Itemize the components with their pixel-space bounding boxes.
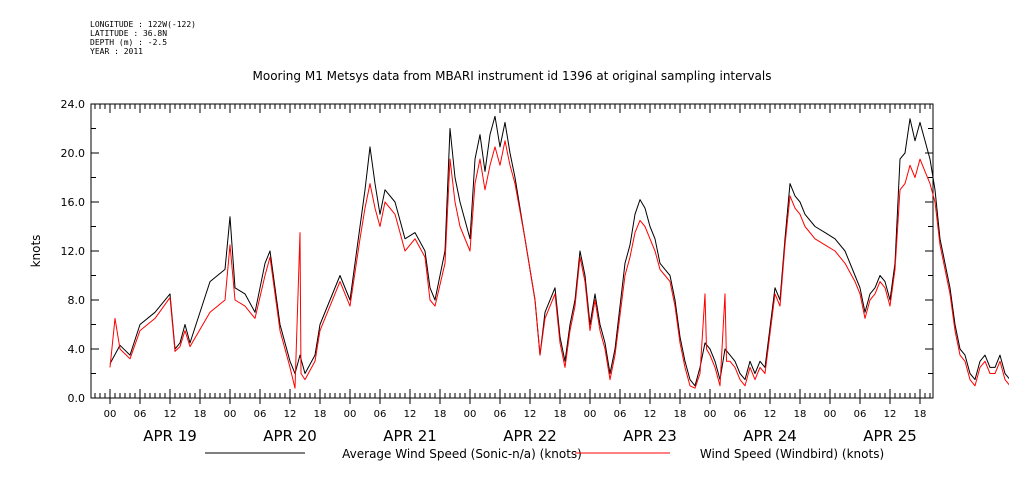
x-tick-label: 00 — [584, 409, 597, 420]
meta-year: YEAR : 2011 — [90, 47, 143, 56]
x-day-label: APR 19 — [143, 427, 197, 445]
x-tick-label: 00 — [224, 409, 237, 420]
legend-label: Wind Speed (Windbird) (knots) — [700, 447, 884, 461]
axis-ticks: 0.0 4.0 8.0 12.0 16.0 20.0 24.0 00 06 12 18 00 06 12 1… — [61, 98, 933, 445]
x-tick-label: 18 — [914, 409, 927, 420]
x-tick-label: 06 — [734, 409, 747, 420]
x-tick-label: 06 — [494, 409, 507, 420]
x-tick-label: 06 — [134, 409, 147, 420]
x-day-label: APR 25 — [863, 427, 917, 445]
series-lines — [109, 115, 1009, 389]
x-day-label: APR 22 — [503, 427, 557, 445]
x-tick-label: 06 — [374, 409, 387, 420]
x-tick-label: 06 — [854, 409, 867, 420]
x-tick-label: 12 — [404, 409, 417, 420]
x-tick-label: 18 — [794, 409, 807, 420]
meta-depth: DEPTH (m) : -2.5 — [90, 38, 168, 47]
x-tick-label: 00 — [344, 409, 357, 420]
x-tick-label: 18 — [314, 409, 327, 420]
meta-latitude: LATITUDE : 36.8N — [90, 29, 168, 38]
chart-title: Mooring M1 Metsys data from MBARI instru… — [253, 69, 772, 83]
x-day-label: APR 23 — [623, 427, 677, 445]
series-line-sonic — [109, 115, 1009, 387]
y-tick-label: 12.0 — [61, 245, 86, 258]
x-day-label: APR 21 — [383, 427, 437, 445]
x-tick-label: 00 — [464, 409, 477, 420]
x-tick-label: 06 — [614, 409, 627, 420]
x-tick-label: 12 — [884, 409, 897, 420]
x-tick-label: 12 — [284, 409, 297, 420]
x-tick-label: 00 — [704, 409, 717, 420]
legend: Average Wind Speed (Sonic-n/a) (knots) Wi… — [205, 447, 884, 461]
metadata-block: LONGITUDE : 122W(-122) LATITUDE : 36.8N … — [90, 20, 196, 56]
plot-frame — [90, 103, 934, 399]
legend-label: Average Wind Speed (Sonic-n/a) (knots) — [342, 447, 582, 461]
x-tick-label: 00 — [104, 409, 117, 420]
x-tick-label: 18 — [674, 409, 687, 420]
y-tick-label: 24.0 — [61, 98, 86, 111]
x-tick-label: 00 — [824, 409, 837, 420]
x-tick-label: 12 — [164, 409, 177, 420]
x-tick-label: 12 — [764, 409, 777, 420]
series-line-windbird — [109, 140, 1009, 389]
y-tick-label: 0.0 — [68, 392, 86, 405]
y-axis-label: knots — [29, 235, 43, 268]
x-day-label: APR 24 — [743, 427, 797, 445]
y-tick-label: 16.0 — [61, 196, 86, 209]
y-tick-label: 8.0 — [68, 294, 86, 307]
x-tick-label: 18 — [434, 409, 447, 420]
meta-longitude: LONGITUDE : 122W(-122) — [90, 20, 196, 29]
x-tick-label: 12 — [524, 409, 537, 420]
x-day-label: APR 20 — [263, 427, 317, 445]
x-tick-label: 12 — [644, 409, 657, 420]
x-tick-label: 18 — [554, 409, 567, 420]
x-tick-label: 18 — [194, 409, 207, 420]
x-tick-label: 06 — [254, 409, 267, 420]
y-tick-label: 4.0 — [68, 343, 86, 356]
y-tick-label: 20.0 — [61, 147, 86, 160]
